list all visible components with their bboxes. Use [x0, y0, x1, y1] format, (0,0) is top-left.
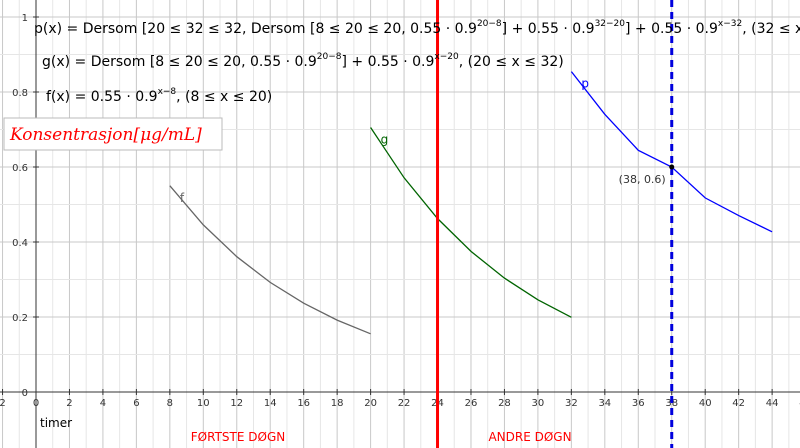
x-tick-label: 10 — [197, 398, 210, 409]
x-tick-label: 28 — [498, 398, 511, 409]
x-tick-label: 18 — [331, 398, 344, 409]
x-tick-label: 36 — [632, 398, 645, 409]
ylabel-badge-box — [3, 117, 223, 151]
x-tick-label: 2 — [66, 398, 72, 409]
series-g — [370, 127, 572, 318]
x-tick-label: 42 — [732, 398, 745, 409]
x-tick-label: 22 — [398, 398, 411, 409]
point-label: (38, 0.6) — [619, 173, 666, 186]
series-label-g: g — [381, 133, 389, 147]
x-tick-label: 6 — [133, 398, 139, 409]
x-tick-label: 0 — [33, 398, 39, 409]
x-tick-label: 34 — [598, 398, 611, 409]
ylabel-badge: Konsentrasjon[μg/mL] — [3, 117, 223, 151]
y-tick-label: 1 — [22, 13, 28, 24]
x-tick-label: 20 — [364, 398, 377, 409]
day-label-second: ANDRE DØGN — [488, 430, 571, 444]
x-tick-label: 38 — [665, 398, 678, 409]
day-label-first: FØRTSTE DØGN — [191, 430, 285, 444]
ylabel-badge-text: Konsentrasjon[μg/mL] — [9, 125, 202, 145]
series-f — [169, 185, 371, 335]
x-tick-label: 8 — [167, 398, 173, 409]
x-tick-label: 32 — [565, 398, 578, 409]
series-label-p: p — [581, 77, 589, 91]
x-tick-label: 26 — [465, 398, 478, 409]
y-tick-label: 0 — [22, 388, 28, 399]
formula-f: f(x) = 0.55 · 0.9x−8, (8 ≤ x ≤ 20) — [46, 87, 272, 105]
x-tick-label: 4 — [100, 398, 106, 409]
x-tick-label: 12 — [230, 398, 243, 409]
x-tick-label: 16 — [297, 398, 310, 409]
formula-g: g(x) = Dersom [8 ≤ 20 ≤ 20, 0.55 · 0.920… — [42, 52, 564, 70]
x-tick-label: 40 — [699, 398, 712, 409]
series-label-f: f — [180, 191, 185, 205]
formula-p: p(x) = Dersom [20 ≤ 32 ≤ 32, Dersom [8 ≤… — [34, 19, 800, 37]
y-tick-label: 0.8 — [12, 88, 28, 99]
y-tick-label: 0.2 — [12, 313, 28, 324]
x-tick-label: 14 — [264, 398, 277, 409]
markers: (38, 0.6) — [436, 0, 675, 448]
xlabel: timer — [40, 416, 72, 430]
x-tick-label: 44 — [766, 398, 779, 409]
point-marker — [669, 164, 675, 170]
x-tick-label: 2 — [0, 398, 6, 409]
y-tick-label: 0.4 — [12, 238, 28, 249]
x-tick-label: 30 — [532, 398, 545, 409]
y-tick-label: 0.6 — [12, 163, 28, 174]
